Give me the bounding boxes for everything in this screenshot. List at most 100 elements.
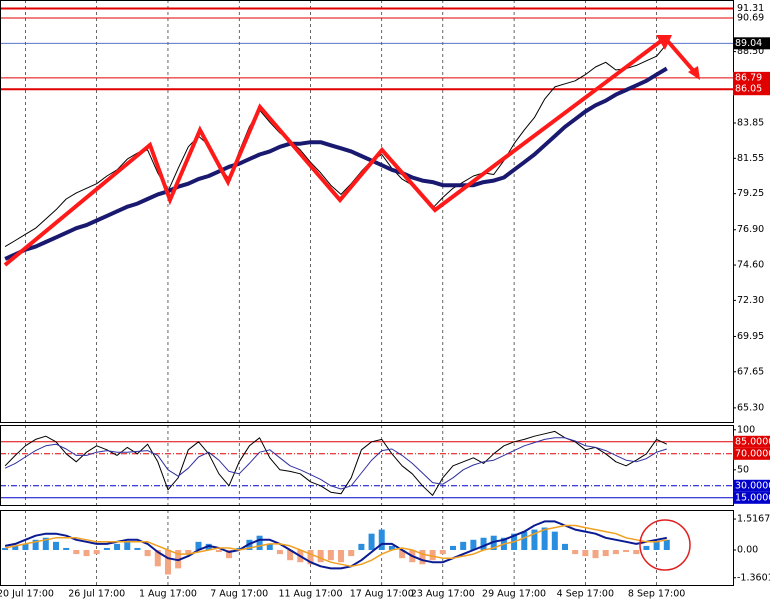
- histogram-bar: [307, 550, 314, 565]
- histogram-bar: [338, 550, 345, 563]
- level-label-box: 30.0000: [733, 479, 770, 492]
- y-tick-label: 74.60: [737, 260, 764, 271]
- label-box: [733, 83, 770, 96]
- y-tick-label: 81.55: [737, 153, 764, 164]
- histogram-bar: [541, 527, 548, 550]
- level-label: 86.79: [735, 72, 762, 83]
- histogram-bar: [195, 541, 202, 550]
- histogram-bar: [63, 547, 70, 550]
- histogram-bar: [592, 550, 599, 559]
- histogram-bar: [124, 541, 131, 550]
- label-box: [733, 479, 770, 492]
- y-tick-label: 69.95: [737, 331, 764, 342]
- label-box: [733, 37, 770, 50]
- series-line: [4, 43, 668, 248]
- arrowhead: [688, 66, 700, 80]
- last-price-label: 89.04: [735, 38, 762, 49]
- histogram-bar: [185, 550, 192, 555]
- y-tick-label: 79.25: [737, 188, 764, 199]
- histogram-bar: [480, 537, 487, 550]
- label-box: [733, 447, 770, 460]
- histogram-bar: [327, 550, 334, 561]
- y-tick-label: -1.3601: [737, 572, 770, 583]
- histogram-bar: [551, 531, 558, 550]
- histogram-bar: [42, 537, 49, 550]
- histogram-bar: [439, 550, 446, 555]
- x-tick-label: 29 Aug 17:00: [482, 589, 546, 600]
- histogram-bar: [368, 533, 375, 550]
- y-tick-label: 72.30: [737, 295, 764, 306]
- histogram-bar: [429, 550, 436, 561]
- histogram-bar: [103, 547, 110, 550]
- histogram-bar: [276, 550, 283, 555]
- x-tick-label: 8 Sep 17:00: [628, 589, 685, 600]
- histogram-bar: [93, 550, 100, 555]
- histogram-bar: [226, 550, 233, 559]
- level-label: 86.05: [735, 84, 762, 95]
- series-line: [4, 437, 667, 490]
- histogram-bar: [582, 550, 589, 557]
- histogram-bar: [134, 547, 141, 550]
- frame: [0, 0, 734, 586]
- label-box: [733, 435, 770, 448]
- level-label-box: 15.0000: [733, 491, 770, 504]
- x-tick-label: 20 Jul 17:00: [0, 589, 54, 600]
- level-label-box: 86.05: [733, 83, 770, 96]
- last-price-label-box: 89.04: [733, 37, 770, 50]
- level-label: 15.0000: [735, 492, 770, 503]
- histogram-bar: [266, 543, 273, 550]
- panel-border: [0, 425, 734, 506]
- histogram-bar: [633, 550, 640, 555]
- y-tick-label: 67.65: [737, 366, 764, 377]
- y-tick-label: 65.30: [737, 402, 764, 413]
- panel-border: [0, 510, 734, 586]
- y-tick-label: 0.00: [737, 545, 758, 556]
- histogram-bar: [378, 529, 385, 550]
- series-line: [4, 430, 668, 496]
- histogram-bar: [643, 545, 650, 550]
- histogram-bar: [470, 539, 477, 550]
- y-tick-label: 100: [737, 424, 755, 435]
- histogram-bar: [623, 550, 630, 553]
- histogram-bar: [73, 550, 80, 555]
- histogram-bar: [450, 545, 457, 550]
- axis-labels: 20 Jul 17:00 26 Jul 17:00 1 Aug 17:00 7 Aug…: [0, 3, 770, 600]
- level-label: 30.0000: [735, 480, 770, 491]
- histogram-bar: [287, 550, 294, 561]
- histogram-bar: [164, 550, 171, 575]
- x-tick-label: 23 Aug 17:00: [411, 589, 475, 600]
- x-tick-label: 26 Jul 17:00: [68, 589, 125, 600]
- y-tick-label: 1.5167: [737, 514, 770, 525]
- histogram-bar: [2, 547, 9, 550]
- histogram-bar: [215, 550, 222, 553]
- histogram-bar: [612, 550, 619, 555]
- histogram-bar: [531, 529, 538, 550]
- zigzag-annotation: [3, 35, 700, 267]
- histogram-bar: [388, 545, 395, 550]
- histogram-bar: [52, 541, 59, 550]
- y-tick-label: 83.85: [737, 118, 764, 129]
- histogram-bar: [114, 543, 121, 550]
- histogram-bar: [22, 543, 29, 550]
- histogram-bar: [399, 550, 406, 559]
- x-tick-label: 1 Aug 17:00: [139, 589, 197, 600]
- y-tick-label: 76.90: [737, 224, 764, 235]
- y-tick-label: 88.50: [737, 46, 764, 57]
- level-label-box: 86.79: [733, 71, 770, 84]
- histogram-bar: [12, 545, 19, 550]
- histogram-bar: [653, 541, 660, 550]
- histogram-bar: [419, 550, 426, 565]
- histogram-bar: [348, 550, 355, 557]
- histogram-bar: [358, 543, 365, 550]
- histogram-bar: [663, 539, 670, 550]
- histogram-bar: [32, 539, 39, 550]
- highlight-circle: [639, 519, 691, 571]
- level-label-box: 70.0000: [733, 447, 770, 460]
- y-tick-label: 50: [737, 464, 749, 475]
- level-label-box: 85.0000: [733, 435, 770, 448]
- x-tick-label: 7 Aug 17:00: [210, 589, 268, 600]
- histogram-bar: [144, 550, 151, 557]
- panel-border: [0, 0, 734, 423]
